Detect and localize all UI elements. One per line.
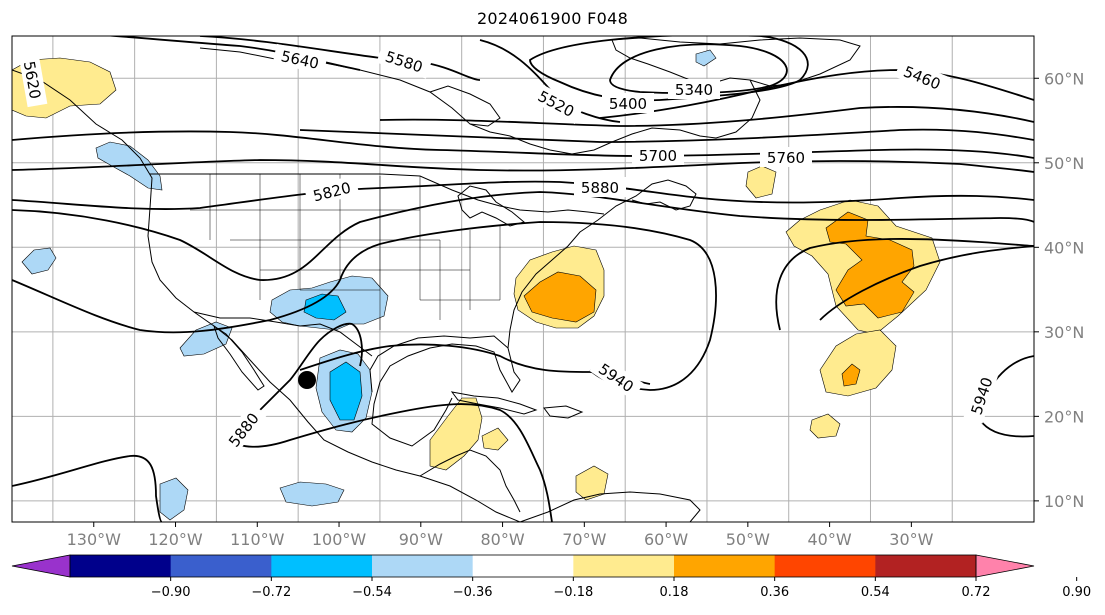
anomaly-area-east-pacific bbox=[159, 477, 189, 521]
us-canada-border bbox=[150, 173, 605, 215]
contour-5880-carib bbox=[229, 403, 553, 522]
colorbar-extend-max bbox=[975, 554, 1035, 578]
contour-mid-2 bbox=[299, 128, 1034, 143]
colorbar-tick-label: −0.18 bbox=[553, 585, 593, 600]
colorbar-extend-min bbox=[11, 554, 71, 578]
contour-5760 bbox=[12, 159, 1034, 173]
colorbar-tick-label: −0.90 bbox=[151, 585, 191, 600]
colorbar-segment bbox=[774, 555, 876, 577]
lon-tick-label: 120°W bbox=[148, 530, 203, 549]
lat-tick-label: 40°N bbox=[1044, 238, 1084, 257]
contour-5880-east-low bbox=[819, 245, 1034, 321]
lon-tick-label: 60°W bbox=[644, 530, 688, 549]
colorbar-tick-label: −0.72 bbox=[251, 585, 291, 600]
hispaniola bbox=[543, 405, 584, 419]
colorbar-segment bbox=[372, 555, 474, 577]
latitude-tick-labels: 60°N 50°N 40°N 30°N 20°N 10°N bbox=[1034, 69, 1084, 511]
contour-5340 bbox=[609, 43, 788, 95]
gulf-coast bbox=[369, 335, 521, 447]
map-panel: 5640 5580 5520 5400 5340 5460 5620 5700 … bbox=[12, 36, 1034, 522]
map-title: 2024061900 F048 bbox=[476, 9, 629, 28]
anomaly-area-mexico-gulf-inner bbox=[329, 361, 363, 421]
colorbar-segment bbox=[875, 555, 977, 577]
south-america bbox=[519, 491, 701, 522]
anomaly-area-subtropical-atlantic bbox=[809, 413, 841, 439]
contour-label: 5700 bbox=[639, 147, 677, 165]
lon-tick-label: 130°W bbox=[67, 530, 122, 549]
contour-5460 bbox=[599, 69, 1034, 119]
contour-5820 bbox=[12, 191, 1034, 281]
lon-tick-label: 90°W bbox=[399, 530, 443, 549]
colorbar-segment bbox=[70, 555, 172, 577]
contour-5880-east bbox=[775, 238, 1034, 331]
lon-tick-label: 80°W bbox=[480, 530, 524, 549]
colorbar-segment bbox=[271, 555, 373, 577]
anomaly-area-mid-atlantic-inner bbox=[523, 271, 597, 323]
north-america-west-coast bbox=[12, 69, 521, 522]
lon-tick-label: 30°W bbox=[889, 530, 933, 549]
contour-5880-gulf bbox=[229, 322, 363, 441]
colorbar-tick-label: 0.36 bbox=[760, 585, 789, 600]
lon-tick-label: 100°W bbox=[312, 530, 367, 549]
contour-label: 5880 bbox=[581, 179, 619, 197]
baja-peninsula bbox=[213, 324, 265, 391]
anomaly-area-north-atlantic-inner bbox=[825, 211, 915, 319]
colorbar-tick-label: −0.54 bbox=[352, 585, 392, 600]
contour-mid-1 bbox=[379, 106, 1034, 127]
us-mexico-border bbox=[193, 311, 373, 357]
anomaly-area-caribbean-nw bbox=[429, 397, 483, 471]
colorbar: −0.90 −0.72 −0.54 −0.36 −0.18 0.18 0.36 0.54 0.7… bbox=[11, 554, 1091, 600]
colorbar-segment bbox=[472, 555, 574, 577]
cuba bbox=[450, 391, 538, 415]
map-frame bbox=[11, 35, 1035, 523]
lat-tick-label: 60°N bbox=[1044, 69, 1084, 88]
storm-center-marker bbox=[298, 371, 316, 389]
colorbar-segment bbox=[674, 555, 776, 577]
contour-5940-east-low bbox=[979, 419, 1034, 438]
colorbar-outline bbox=[69, 554, 977, 578]
lat-tick-label: 20°N bbox=[1044, 407, 1084, 426]
colorbar-segment bbox=[573, 555, 675, 577]
lat-tick-label: 50°N bbox=[1044, 154, 1084, 173]
lon-tick-label: 70°W bbox=[562, 530, 606, 549]
anomaly-area-central-atlantic bbox=[819, 329, 897, 397]
contour-label: 5400 bbox=[609, 95, 647, 113]
lon-tick-label: 40°W bbox=[808, 530, 852, 549]
colorbar-tick-label: 0.18 bbox=[660, 585, 689, 600]
anomaly-area-central-america bbox=[481, 427, 509, 451]
colorbar-tick-label: −0.36 bbox=[453, 585, 493, 600]
colorbar-tick-label: 0.54 bbox=[861, 585, 890, 600]
longitude-tick-labels: 130°W 120°W 110°W 100°W 90°W 80°W 70°W 60°W 50°W… bbox=[67, 522, 934, 549]
contour-label: 5340 bbox=[675, 81, 713, 99]
contour-label: 5760 bbox=[767, 149, 805, 167]
lat-tick-label: 10°N bbox=[1044, 492, 1084, 511]
lon-tick-label: 50°W bbox=[726, 530, 770, 549]
central-america bbox=[419, 449, 521, 513]
lat-tick-label: 30°N bbox=[1044, 323, 1084, 342]
lon-tick-label: 110°W bbox=[230, 530, 285, 549]
contour-5880-west bbox=[12, 221, 717, 391]
contour-5820-upper bbox=[12, 180, 1034, 210]
colorbar-tick-label: 0.72 bbox=[962, 585, 991, 600]
colorbar-segment bbox=[170, 555, 272, 577]
positive-anomaly-shading bbox=[12, 57, 941, 501]
colorbar-tick-label: 0.90 bbox=[1062, 585, 1091, 600]
hudson-bay-region bbox=[429, 85, 501, 127]
anomaly-area-central-atlantic-inner bbox=[841, 363, 861, 387]
anomaly-area-pacific-w bbox=[21, 247, 57, 275]
contour-5700 bbox=[12, 130, 1034, 159]
anomaly-area-pacific-mexico bbox=[279, 481, 345, 507]
anomaly-area-greenland bbox=[695, 49, 717, 67]
anomaly-area-southwest-us-inner bbox=[303, 293, 347, 321]
contour-5880-mex bbox=[12, 455, 163, 522]
